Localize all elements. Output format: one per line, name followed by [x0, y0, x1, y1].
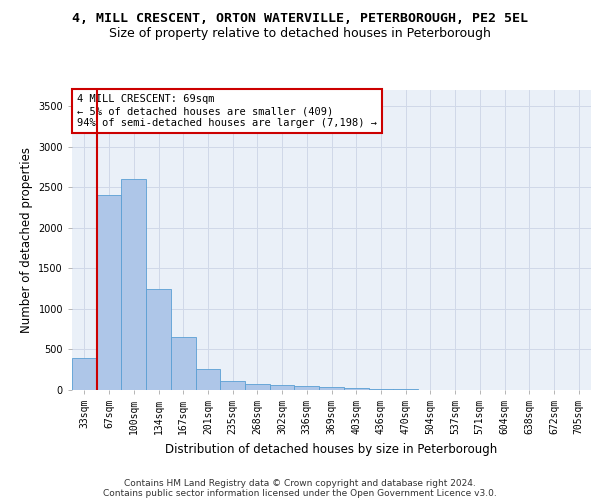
Bar — [368, 389, 393, 390]
Text: Size of property relative to detached houses in Peterborough: Size of property relative to detached ho… — [109, 28, 491, 40]
Bar — [146, 288, 171, 390]
Bar — [295, 386, 319, 390]
Text: 4, MILL CRESCENT, ORTON WATERVILLE, PETERBOROUGH, PE2 5EL: 4, MILL CRESCENT, ORTON WATERVILLE, PETE… — [72, 12, 528, 26]
Bar — [220, 381, 245, 390]
Bar — [344, 388, 368, 390]
Bar — [97, 196, 121, 390]
Bar — [121, 179, 146, 390]
Bar — [72, 358, 97, 390]
Bar — [319, 387, 344, 390]
Y-axis label: Number of detached properties: Number of detached properties — [20, 147, 32, 333]
Bar — [393, 389, 418, 390]
Bar — [245, 384, 270, 390]
Bar — [270, 384, 295, 390]
Text: Contains public sector information licensed under the Open Government Licence v3: Contains public sector information licen… — [103, 488, 497, 498]
X-axis label: Distribution of detached houses by size in Peterborough: Distribution of detached houses by size … — [166, 442, 497, 456]
Text: 4 MILL CRESCENT: 69sqm
← 5% of detached houses are smaller (409)
94% of semi-det: 4 MILL CRESCENT: 69sqm ← 5% of detached … — [77, 94, 377, 128]
Bar — [196, 369, 220, 390]
Text: Contains HM Land Registry data © Crown copyright and database right 2024.: Contains HM Land Registry data © Crown c… — [124, 478, 476, 488]
Bar — [171, 338, 196, 390]
